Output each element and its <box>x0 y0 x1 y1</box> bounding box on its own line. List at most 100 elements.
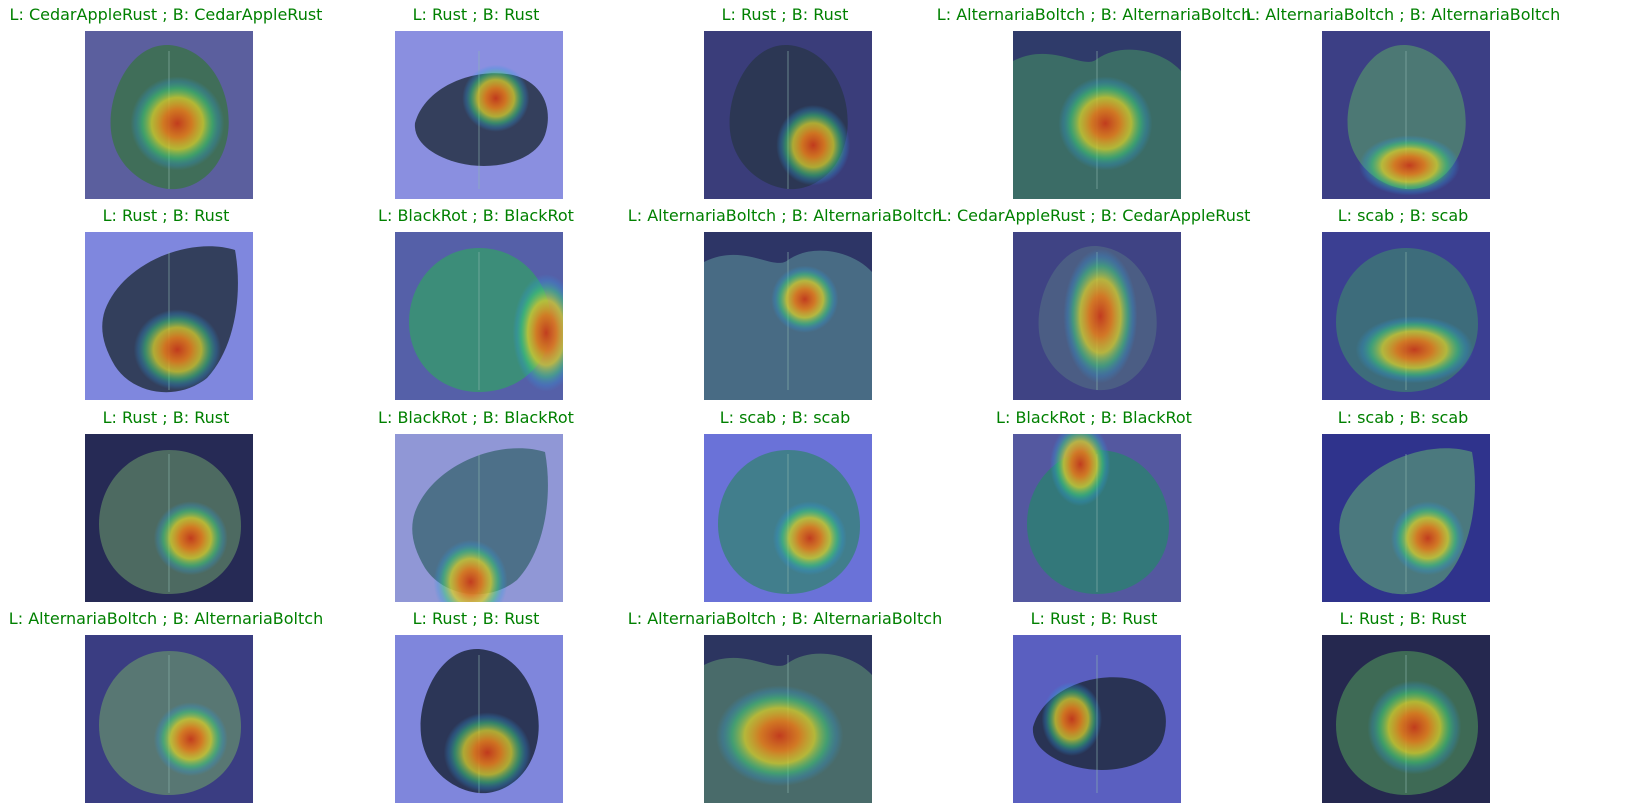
heatmap-blob <box>1063 248 1138 384</box>
panel: L: scab ; B: scab <box>1242 403 1564 602</box>
panel-title: L: Rust ; B: Rust <box>412 609 540 628</box>
heatmap-image <box>85 434 253 602</box>
leaf-heatmap-svg <box>704 232 872 400</box>
heatmap-image <box>1013 434 1181 602</box>
leaf-heatmap-svg <box>704 31 872 199</box>
heatmap-blob <box>1041 682 1102 756</box>
panel: L: Rust ; B: Rust <box>5 201 327 400</box>
heatmap-image <box>1322 232 1490 400</box>
heatmap-blob <box>130 76 225 171</box>
leaf-heatmap-svg <box>395 635 563 803</box>
panel: L: BlackRot ; B: BlackRot <box>315 201 637 400</box>
leaf-heatmap-svg <box>85 434 253 602</box>
panel-title: L: Rust ; B: Rust <box>102 206 230 225</box>
heatmap-blob <box>433 539 508 602</box>
leaf-heatmap-svg <box>395 434 563 602</box>
panel-title: L: Rust ; B: Rust <box>412 5 540 24</box>
heatmap-blob <box>1050 434 1111 507</box>
heatmap-image <box>395 635 563 803</box>
heatmap-blob <box>715 685 844 787</box>
panel: L: AlternariaBoltch ; B: AlternariaBoltc… <box>624 604 946 803</box>
heatmap-blob <box>1355 316 1474 384</box>
heatmap-image <box>85 31 253 199</box>
leaf-heatmap-svg <box>395 232 563 400</box>
panel: L: AlternariaBoltch ; B: AlternariaBoltc… <box>5 604 327 803</box>
panel-title: L: BlackRot ; B: BlackRot <box>378 408 574 427</box>
panel-title: L: AlternariaBoltch ; B: AlternariaBoltc… <box>936 5 1252 24</box>
heatmap-image <box>1013 232 1181 400</box>
heatmap-blob <box>1359 135 1460 196</box>
heatmap-image <box>1322 635 1490 803</box>
panel-title: L: scab ; B: scab <box>1337 206 1469 225</box>
panel: L: Rust ; B: Rust <box>624 0 946 199</box>
heatmap-image <box>85 635 253 803</box>
panel: L: Rust ; B: Rust <box>1242 604 1564 803</box>
heatmap-image <box>85 232 253 400</box>
panel: L: BlackRot ; B: BlackRot <box>933 403 1255 602</box>
leaf-heatmap-svg <box>1322 232 1490 400</box>
heatmap-blob <box>153 702 228 777</box>
panel-title: L: AlternariaBoltch ; B: AlternariaBoltc… <box>1245 5 1561 24</box>
heatmap-blob <box>776 104 851 186</box>
panel-title: L: BlackRot ; B: BlackRot <box>996 408 1192 427</box>
leaf-heatmap-svg <box>1013 635 1181 803</box>
heatmap-blob <box>462 64 530 132</box>
panel: L: AlternariaBoltch ; B: AlternariaBoltc… <box>624 201 946 400</box>
leaf-heatmap-svg <box>85 635 253 803</box>
leaf-heatmap-svg <box>704 434 872 602</box>
heatmap-blob <box>512 274 563 392</box>
heatmap-image <box>704 434 872 602</box>
heatmap-image <box>1322 434 1490 602</box>
panel: L: Rust ; B: Rust <box>315 0 637 199</box>
heatmap-blob <box>443 712 532 793</box>
panel-title: L: Rust ; B: Rust <box>1030 609 1158 628</box>
panel-title: L: scab ; B: scab <box>719 408 851 427</box>
panel-title: L: AlternariaBoltch ; B: AlternariaBoltc… <box>8 609 324 628</box>
leaf-heatmap-svg <box>395 31 563 199</box>
heatmap-blob <box>771 265 839 333</box>
panel: L: Rust ; B: Rust <box>315 604 637 803</box>
panel: L: CedarAppleRust ; B: CedarAppleRust <box>5 0 327 199</box>
leaf-heatmap-svg <box>85 31 253 199</box>
heatmap-blob <box>1058 76 1153 171</box>
panel-title: L: AlternariaBoltch ; B: AlternariaBoltc… <box>627 206 943 225</box>
leaf-heatmap-svg <box>1013 434 1181 602</box>
panel-title: L: CedarAppleRust ; B: CedarAppleRust <box>9 5 323 24</box>
heatmap-image <box>1013 635 1181 803</box>
panel: L: CedarAppleRust ; B: CedarAppleRust <box>933 201 1255 400</box>
panel: L: scab ; B: scab <box>1242 201 1564 400</box>
panel: L: Rust ; B: Rust <box>933 604 1255 803</box>
panel: L: AlternariaBoltch ; B: AlternariaBoltc… <box>1242 0 1564 199</box>
leaf-heatmap-svg <box>85 232 253 400</box>
heatmap-image <box>1013 31 1181 199</box>
panel: L: AlternariaBoltch ; B: AlternariaBoltc… <box>933 0 1255 199</box>
heatmap-image <box>704 232 872 400</box>
heatmap-blob <box>153 501 228 576</box>
heatmap-image <box>395 232 563 400</box>
leaf-heatmap-svg <box>1322 635 1490 803</box>
panel-title: L: Rust ; B: Rust <box>1339 609 1467 628</box>
panel: L: scab ; B: scab <box>624 403 946 602</box>
panel: L: Rust ; B: Rust <box>5 403 327 602</box>
heatmap-blob <box>1367 680 1462 775</box>
heatmap-blob <box>772 501 847 576</box>
panel-title: L: Rust ; B: Rust <box>102 408 230 427</box>
heatmap-image <box>704 31 872 199</box>
panel-title: L: Rust ; B: Rust <box>721 5 849 24</box>
heatmap-image <box>704 635 872 803</box>
leaf-heatmap-svg <box>1013 31 1181 199</box>
heatmap-image <box>395 31 563 199</box>
leaf-heatmap-svg <box>1322 434 1490 602</box>
heatmap-blob <box>133 309 222 390</box>
panel-title: L: CedarAppleRust ; B: CedarAppleRust <box>937 206 1251 225</box>
leaf-heatmap-svg <box>704 635 872 803</box>
panel-title: L: BlackRot ; B: BlackRot <box>378 206 574 225</box>
panel-title: L: AlternariaBoltch ; B: AlternariaBoltc… <box>627 609 943 628</box>
panel-title: L: scab ; B: scab <box>1337 408 1469 427</box>
heatmap-image <box>1322 31 1490 199</box>
heatmap-image <box>395 434 563 602</box>
leaf-heatmap-svg <box>1322 31 1490 199</box>
panel: L: BlackRot ; B: BlackRot <box>315 403 637 602</box>
leaf-heatmap-svg <box>1013 232 1181 400</box>
